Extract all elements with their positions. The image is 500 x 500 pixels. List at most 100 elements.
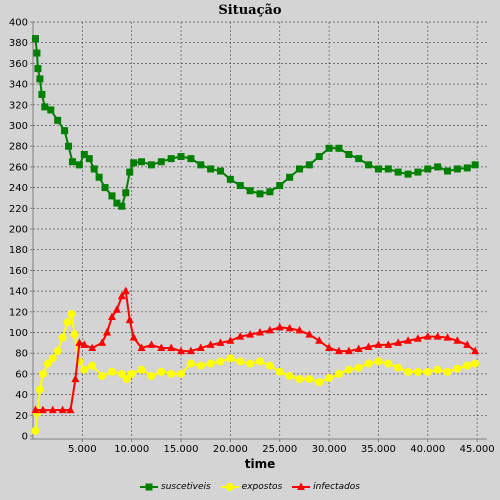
data-point-infectados [265, 325, 274, 334]
data-point-infectados [103, 328, 112, 336]
y-tick-label: 280 [9, 142, 28, 153]
data-point-expostos [107, 367, 116, 376]
data-point-infectados [167, 343, 176, 352]
data-point-expostos [196, 361, 205, 370]
data-point-infectados [285, 323, 294, 332]
data-point-expostos [275, 367, 284, 376]
data-point-suscetiveis [31, 35, 39, 43]
series-suscetiveis [31, 35, 479, 210]
data-point-suscetiveis [335, 144, 343, 152]
data-point-expostos [423, 367, 432, 376]
data-point-expostos [443, 367, 452, 376]
series-line-suscetiveis [34, 38, 476, 208]
data-point-suscetiveis [434, 163, 442, 171]
data-point-expostos [70, 330, 79, 339]
data-point-suscetiveis [197, 161, 205, 169]
y-tick-label: 140 [9, 287, 28, 298]
data-point-infectados [112, 305, 121, 313]
data-point-suscetiveis [217, 167, 225, 175]
data-point-expostos [38, 369, 47, 378]
series-line-infectados [35, 288, 476, 412]
data-point-suscetiveis [61, 127, 69, 135]
legend-symbol-infectados [297, 482, 306, 490]
data-point-infectados [453, 336, 462, 344]
data-point-expostos [364, 359, 373, 368]
data-point-suscetiveis [130, 159, 138, 167]
data-point-infectados [137, 343, 146, 352]
data-point-suscetiveis [453, 165, 461, 173]
data-point-suscetiveis [41, 103, 49, 111]
data-point-expostos [117, 369, 126, 378]
data-point-expostos [334, 369, 343, 378]
data-point-infectados [66, 405, 75, 414]
data-point-infectados [117, 291, 126, 300]
data-point-expostos [226, 354, 235, 363]
legend-symbol-suscetiveis [145, 483, 153, 491]
x-tick-label: 40.000 [410, 444, 445, 455]
data-point-suscetiveis [266, 188, 274, 196]
data-point-suscetiveis [126, 168, 134, 176]
data-point-expostos [35, 385, 44, 394]
legend-label: suscetiveis [161, 482, 211, 492]
legend-label: expostos [241, 482, 283, 492]
data-point-suscetiveis [305, 161, 313, 169]
y-tick-label: 380 [9, 38, 28, 49]
data-point-infectados [295, 325, 304, 334]
data-point-expostos [58, 333, 67, 342]
data-point-infectados [147, 340, 156, 348]
data-point-suscetiveis [345, 150, 353, 158]
series-infectados [31, 286, 480, 414]
data-point-infectados [256, 328, 264, 336]
data-point-infectados [443, 333, 452, 341]
data-point-expostos [246, 359, 255, 368]
data-point-suscetiveis [444, 167, 452, 175]
data-point-expostos [236, 357, 245, 366]
data-point-infectados [275, 322, 284, 331]
data-point-suscetiveis [147, 161, 155, 169]
data-point-infectados [384, 340, 393, 348]
data-point-suscetiveis [157, 158, 165, 166]
data-point-expostos [63, 318, 72, 327]
legend-symbol-expostos [225, 483, 234, 491]
data-point-infectados [463, 340, 472, 348]
chart-legend: suscetiveis expostos infectados [0, 482, 500, 492]
legend-marker-expostos [220, 483, 239, 491]
data-point-expostos [433, 365, 442, 374]
data-point-expostos [216, 357, 225, 366]
data-point-infectados [354, 344, 363, 353]
data-point-suscetiveis [38, 90, 46, 98]
data-point-expostos [67, 309, 76, 318]
data-point-expostos [31, 426, 40, 435]
y-tick-label: 240 [9, 183, 28, 194]
data-point-infectados [177, 346, 186, 355]
y-tick-label: 340 [9, 80, 28, 91]
data-point-expostos [305, 375, 314, 384]
data-point-suscetiveis [33, 49, 41, 57]
data-point-expostos [53, 347, 62, 356]
data-point-suscetiveis [246, 187, 254, 195]
data-point-infectados [88, 343, 97, 352]
data-point-infectados [121, 286, 130, 295]
data-point-suscetiveis [47, 106, 55, 114]
data-point-suscetiveis [286, 173, 294, 181]
x-tick-label: 20.000 [213, 444, 248, 455]
data-point-expostos [147, 371, 156, 380]
data-point-infectados [226, 336, 235, 344]
data-point-suscetiveis [68, 158, 76, 166]
data-point-expostos [315, 378, 324, 387]
data-point-infectados [305, 330, 314, 338]
data-point-expostos [137, 365, 146, 374]
x-tick-label: 45.000 [460, 444, 495, 455]
data-point-expostos [177, 369, 186, 378]
data-point-suscetiveis [374, 165, 382, 173]
data-point-suscetiveis [138, 158, 146, 166]
plot-area [33, 22, 487, 436]
x-tick-label: 15.000 [164, 444, 199, 455]
y-tick-label: 80 [15, 349, 28, 360]
data-point-suscetiveis [34, 65, 42, 73]
data-point-expostos [157, 367, 166, 376]
data-point-expostos [374, 357, 383, 366]
data-point-expostos [354, 363, 363, 372]
data-point-suscetiveis [365, 161, 373, 169]
